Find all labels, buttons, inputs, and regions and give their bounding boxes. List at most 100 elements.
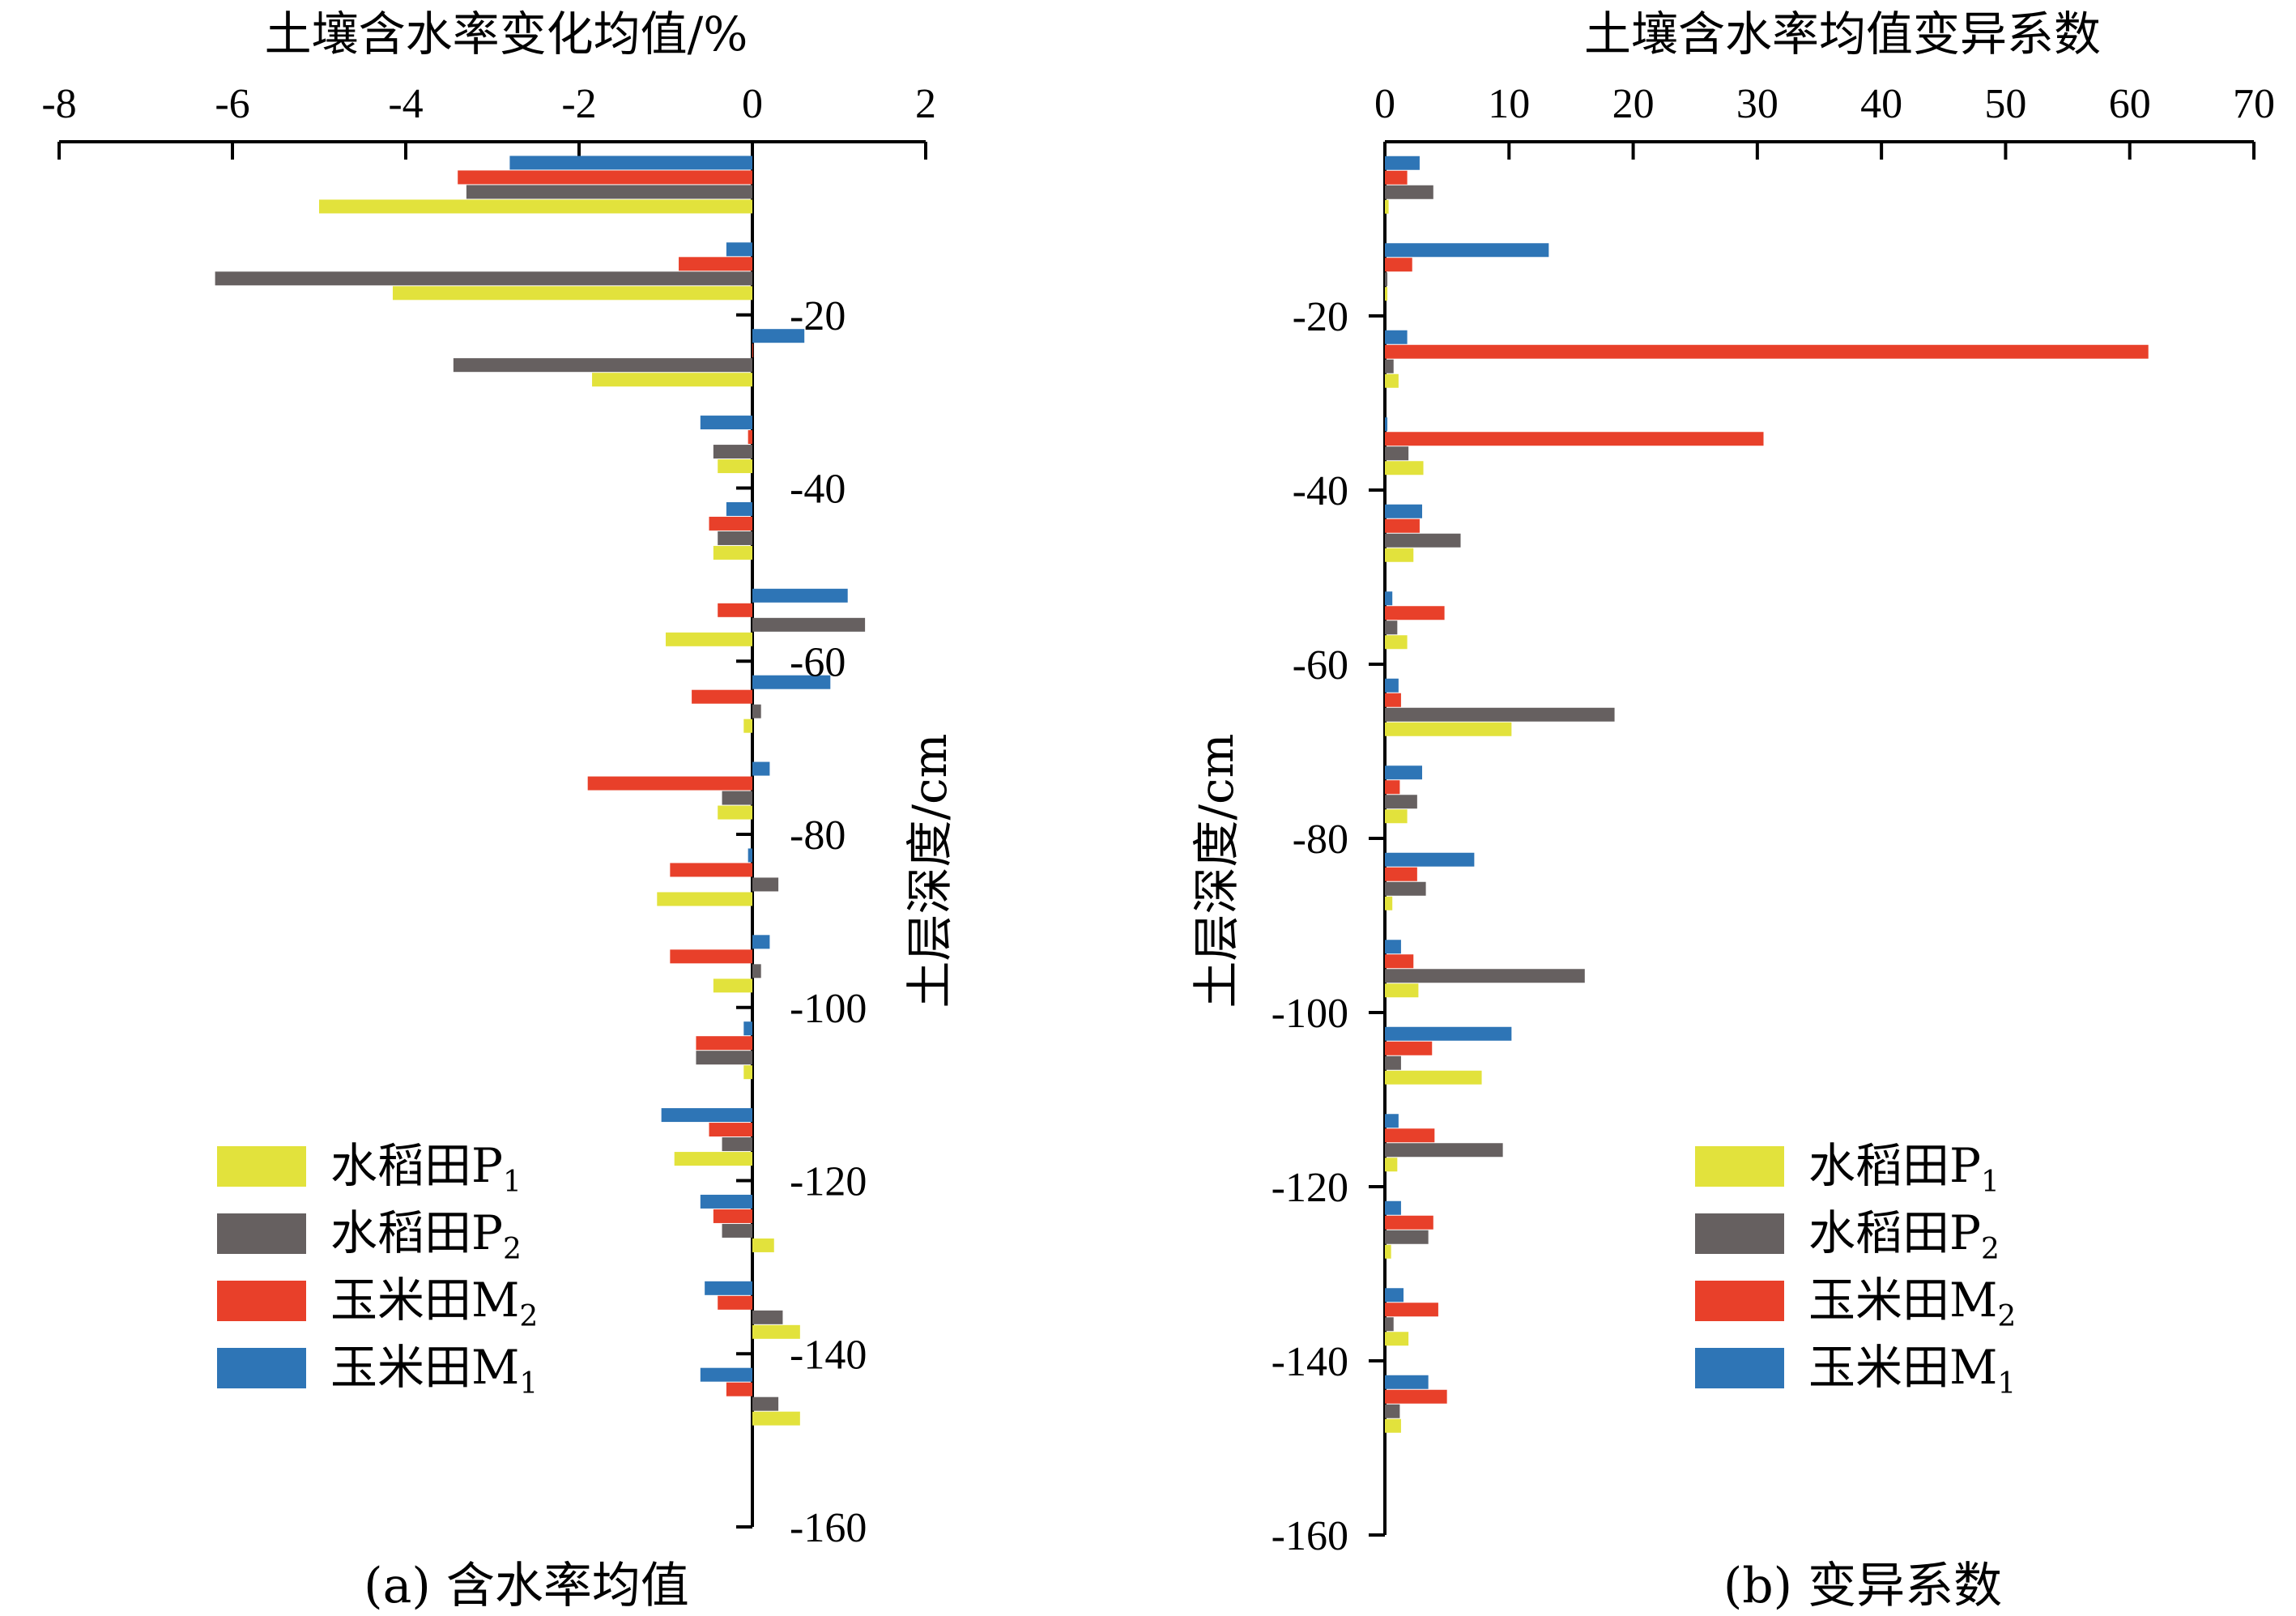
bar-水稻田P1-depth-65	[1385, 722, 1512, 736]
bar-玉米田M1-depth-65	[1385, 678, 1399, 693]
bar-水稻田P2-depth-125	[1385, 1230, 1429, 1244]
bar-水稻田P1-depth-35	[1385, 461, 1424, 475]
bar-玉米田M2-depth-15	[1385, 258, 1412, 272]
bar-水稻田P2-depth-95	[1385, 969, 1585, 983]
panel-b-x-axis-title: 土壤含水率均值变异系数	[1584, 6, 2101, 62]
bar-水稻田P1-depth-125	[752, 1238, 774, 1252]
bar-玉米田M2-depth-35	[748, 430, 752, 445]
bar-玉米田M2-depth-75	[587, 776, 752, 791]
y-tick-label: -60	[790, 639, 846, 685]
legend-label: 玉米田M1	[1808, 1340, 2016, 1401]
bar-玉米田M2-depth-85	[1385, 867, 1417, 881]
bar-玉米田M2-depth-85	[670, 863, 752, 877]
bar-玉米田M2-depth-135	[1385, 1303, 1438, 1317]
bar-水稻田P2-depth-35	[1385, 446, 1409, 461]
legend-swatch	[217, 1281, 306, 1321]
legend-label: 玉米田M2	[330, 1273, 538, 1333]
bar-玉米田M1-depth-5	[1385, 156, 1420, 170]
y-tick-label: -160	[790, 1505, 867, 1551]
bar-水稻田P2-depth-85	[1385, 881, 1426, 896]
bar-玉米田M2-depth-55	[1385, 606, 1445, 620]
bar-玉米田M1-depth-35	[700, 416, 752, 430]
legend-swatch	[1695, 1281, 1784, 1321]
y-tick-label: -140	[790, 1332, 867, 1378]
y-tick-label: -60	[1293, 642, 1348, 689]
bar-玉米田M2-depth-65	[1385, 693, 1401, 707]
bar-玉米田M2-depth-55	[718, 603, 752, 617]
bar-玉米田M1-depth-15	[726, 242, 752, 257]
bar-玉米田M1-depth-15	[1385, 243, 1549, 258]
x-tick-label: 30	[1736, 81, 1778, 127]
panel-b: 土壤含水率均值变异系数 0 10 20 30 40 50 60 70 -20 -40 -60 -80…	[1189, 6, 2275, 1614]
bar-水稻田P1-depth-85	[657, 892, 752, 906]
bar-水稻田P1-depth-115	[674, 1152, 752, 1166]
legend-label-main: 玉米田M	[330, 1273, 519, 1328]
bar-水稻田P2-depth-15	[1385, 272, 1388, 287]
bar-玉米田M1-depth-135	[705, 1281, 752, 1295]
bar-玉米田M1-depth-35	[1385, 417, 1388, 432]
y-tick-label: -40	[790, 467, 846, 513]
panel-a-x-axis-title: 土壤含水率变化均值/%	[265, 6, 748, 62]
legend-label-subscript: 1	[1981, 1166, 2000, 1199]
x-tick-label: 60	[2109, 81, 2151, 127]
panel-a-x-ticks: -8 -6 -4 -2 0 2	[41, 81, 936, 160]
legend-swatch	[217, 1348, 306, 1388]
panel-a-caption: (a) 含水率均值	[364, 1558, 689, 1614]
x-tick-label: 70	[2233, 81, 2275, 127]
bar-水稻田P1-depth-5	[319, 199, 752, 214]
bar-水稻田P1-depth-105	[743, 1065, 752, 1080]
bar-玉米田M1-depth-25	[752, 329, 805, 343]
x-tick-label: 50	[1984, 81, 2026, 127]
legend-label-subscript: 1	[519, 1367, 538, 1401]
bar-玉米田M1-depth-45	[726, 501, 752, 516]
legend-label-subscript: 2	[503, 1233, 522, 1266]
bar-水稻田P2-depth-135	[1385, 1317, 1394, 1332]
legend-label: 水稻田P2	[1808, 1205, 2000, 1266]
bar-玉米田M2-depth-95	[670, 949, 752, 964]
bar-玉米田M2-depth-65	[692, 689, 752, 704]
legend-swatch	[1695, 1146, 1784, 1187]
bar-玉米田M2-depth-25	[1385, 344, 2149, 359]
bar-水稻田P2-depth-5	[466, 185, 752, 199]
bar-玉米田M1-depth-65	[752, 675, 831, 689]
bar-玉米田M1-depth-95	[1385, 940, 1401, 954]
bar-水稻田P1-depth-135	[1385, 1332, 1409, 1346]
bar-玉米田M2-depth-95	[1385, 954, 1414, 969]
bar-水稻田P2-depth-55	[752, 617, 866, 632]
y-tick-label: -120	[790, 1159, 867, 1205]
bar-水稻田P1-depth-45	[713, 545, 752, 560]
bar-玉米田M2-depth-5	[458, 170, 752, 185]
legend-swatch	[217, 1213, 306, 1254]
bar-水稻田P2-depth-105	[696, 1051, 752, 1065]
bar-水稻田P1-depth-55	[666, 632, 752, 646]
bar-水稻田P2-depth-25	[1385, 359, 1394, 373]
bar-玉米田M1-depth-85	[1385, 852, 1475, 867]
panel-a-y-ticks: -20 -40 -60 -80 -100 -120 -140 -160	[736, 293, 867, 1551]
bar-水稻田P1-depth-45	[1385, 548, 1414, 562]
bar-水稻田P1-depth-65	[743, 718, 752, 733]
legend-label: 玉米田M2	[1808, 1273, 2016, 1333]
bar-水稻田P1-depth-135	[752, 1324, 800, 1339]
bar-玉米田M1-depth-105	[1385, 1026, 1512, 1041]
bar-水稻田P2-depth-115	[1385, 1143, 1503, 1158]
legend-swatch	[1695, 1348, 1784, 1388]
x-tick-label: -8	[41, 81, 76, 127]
x-tick-label: 20	[1612, 81, 1655, 127]
bar-水稻田P1-depth-115	[1385, 1158, 1398, 1172]
panel-b-y-ticks: -20 -40 -60 -80 -100 -120 -140 -160	[1272, 294, 1385, 1559]
bar-水稻田P2-depth-5	[1385, 185, 1433, 199]
bar-水稻田P2-depth-75	[1385, 795, 1417, 809]
bar-水稻田P1-depth-95	[1385, 983, 1419, 998]
bar-玉米田M1-depth-115	[1385, 1114, 1399, 1128]
legend-label-subscript: 2	[1981, 1233, 2000, 1266]
bar-水稻田P2-depth-35	[713, 445, 752, 459]
y-tick-label: -100	[790, 986, 867, 1032]
x-tick-label: -4	[388, 81, 423, 127]
y-tick-label: -100	[1272, 991, 1348, 1037]
bar-玉米田M1-depth-85	[748, 848, 752, 863]
legend-label: 玉米田M1	[330, 1340, 538, 1401]
legend-label: 水稻田P1	[1808, 1138, 2000, 1199]
legend-label-main: 水稻田P	[330, 1205, 503, 1260]
